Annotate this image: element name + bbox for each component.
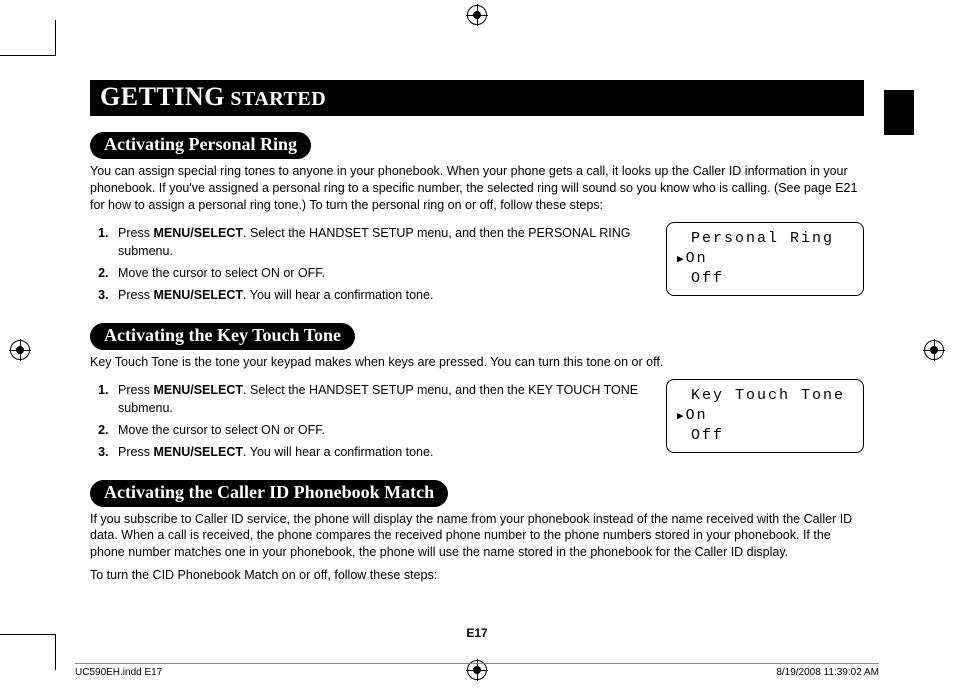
step-3: Press MENU/SELECT. You will hear a confi…: [112, 443, 652, 462]
lcd-personal-ring: Personal Ring On Off: [666, 222, 864, 297]
lcd-title: Key Touch Tone: [677, 386, 845, 406]
step-2: Move the cursor to select ON or OFF.: [112, 421, 652, 440]
section-heading-cid-match: Activating the Caller ID Phonebook Match: [90, 480, 448, 507]
para-cid-match-2: To turn the CID Phonebook Match on or of…: [90, 567, 864, 584]
print-footer: UC590EH.indd E17 8/19/2008 11:39:02 AM: [75, 663, 879, 678]
steps-personal-ring: Press MENU/SELECT. Select the HANDSET SE…: [90, 224, 652, 305]
lcd-title: Personal Ring: [677, 229, 834, 249]
lcd-option-on: On: [677, 406, 853, 426]
footer-file: UC590EH.indd E17: [75, 667, 162, 678]
para-cid-match-1: If you subscribe to Caller ID service, t…: [90, 511, 864, 562]
section-heading-key-touch: Activating the Key Touch Tone: [90, 323, 355, 350]
step-3: Press MENU/SELECT. You will hear a confi…: [112, 286, 652, 305]
lcd-key-touch: Key Touch Tone On Off: [666, 379, 864, 454]
intro-personal-ring: You can assign special ring tones to any…: [90, 163, 864, 214]
steps-key-touch: Press MENU/SELECT. Select the HANDSET SE…: [90, 381, 652, 462]
registration-mark-left: [10, 340, 30, 360]
banner-text-small: STARTED: [225, 88, 326, 110]
step-1: Press MENU/SELECT. Select the HANDSET SE…: [112, 381, 652, 419]
banner-text-big: GETTING: [100, 82, 225, 111]
chapter-banner: GETTING STARTED: [90, 80, 864, 116]
step-2: Move the cursor to select ON or OFF.: [112, 264, 652, 283]
lcd-option-off: Off: [677, 426, 724, 446]
section-heading-personal-ring: Activating Personal Ring: [90, 132, 311, 159]
footer-timestamp: 8/19/2008 11:39:02 AM: [776, 667, 879, 678]
step-1: Press MENU/SELECT. Select the HANDSET SE…: [112, 224, 652, 262]
intro-key-touch: Key Touch Tone is the tone your keypad m…: [90, 354, 864, 371]
page-number: E17: [90, 626, 864, 640]
registration-mark-right: [924, 340, 944, 360]
lcd-option-on: On: [677, 249, 853, 269]
page-content: GETTING STARTED Activating Personal Ring…: [90, 80, 864, 640]
registration-mark-top: [467, 5, 487, 25]
side-tab: [884, 90, 914, 135]
lcd-option-off: Off: [677, 269, 724, 289]
